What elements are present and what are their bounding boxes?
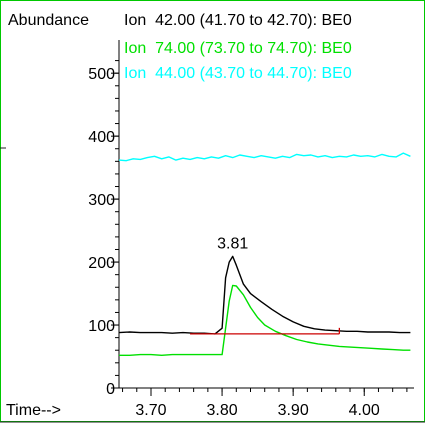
x-axis-ticks: 3.70 3.80 3.90 4.00 xyxy=(122,388,408,419)
y-tick-label: 300 xyxy=(88,192,115,209)
series-line-ion-42 xyxy=(118,255,411,335)
x-axis-title: Time--> xyxy=(6,402,61,419)
y-axis-ticks: 0 100 200 300 400 500 xyxy=(88,60,119,398)
x-tick-label: 3.70 xyxy=(135,402,166,419)
y-tick-label: 100 xyxy=(88,318,115,335)
annotation-layer: 3.81 xyxy=(217,235,248,252)
legend: Ion 42.00 (41.70 to 42.70): BE0 Ion 74.0… xyxy=(124,12,352,82)
series-layer xyxy=(118,152,411,356)
series-line-ion-44 xyxy=(118,152,411,162)
x-tick-label: 3.90 xyxy=(278,402,309,419)
legend-entry-ion-44: Ion 44.00 (43.70 to 44.70): BE0 xyxy=(124,65,352,82)
x-tick-label: 3.80 xyxy=(207,402,238,419)
legend-entry-ion-42: Ion 42.00 (41.70 to 42.70): BE0 xyxy=(124,12,352,29)
y-tick-label: 400 xyxy=(88,129,115,146)
y-axis-title: Abundance xyxy=(8,12,89,29)
y-tick-label: 200 xyxy=(88,255,115,272)
peak-label: 3.81 xyxy=(217,235,248,252)
series-line-ion-74 xyxy=(119,284,411,356)
x-tick-label: 4.00 xyxy=(349,402,380,419)
legend-entry-ion-74: Ion 74.00 (73.70 to 74.70): BE0 xyxy=(124,40,352,57)
y-tick-label: 500 xyxy=(88,66,115,83)
y-tick-label: 0 xyxy=(106,381,115,398)
